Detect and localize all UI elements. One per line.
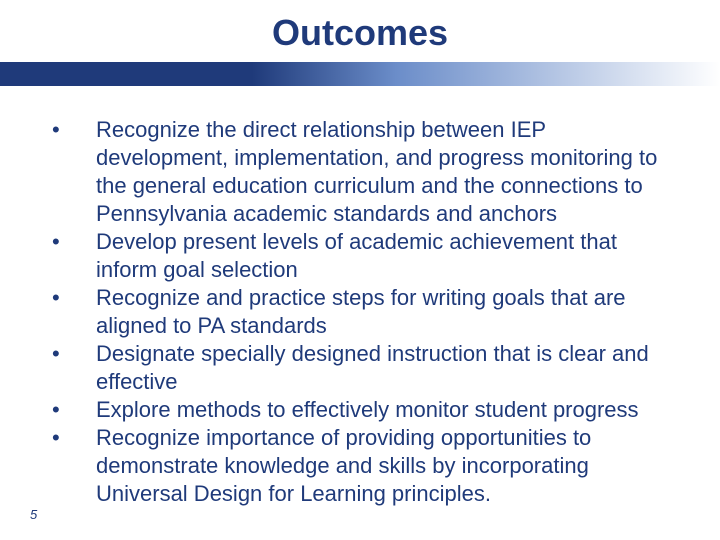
bullet-icon: • xyxy=(52,116,96,144)
list-item: • Designate specially designed instructi… xyxy=(52,340,668,396)
bullet-text: Explore methods to effectively monitor s… xyxy=(96,396,668,424)
bullet-list: • Recognize the direct relationship betw… xyxy=(52,116,668,508)
title-bar xyxy=(0,62,720,86)
list-item: • Develop present levels of academic ach… xyxy=(52,228,668,284)
bullet-icon: • xyxy=(52,424,96,452)
slide-title: Outcomes xyxy=(0,0,720,62)
list-item: • Explore methods to effectively monitor… xyxy=(52,396,668,424)
bullet-icon: • xyxy=(52,284,96,312)
slide-container: Outcomes • Recognize the direct relation… xyxy=(0,0,720,540)
bullet-icon: • xyxy=(52,228,96,256)
list-item: • Recognize and practice steps for writi… xyxy=(52,284,668,340)
list-item: • Recognize the direct relationship betw… xyxy=(52,116,668,228)
page-number: 5 xyxy=(30,507,37,522)
bullet-text: Recognize the direct relationship betwee… xyxy=(96,116,668,228)
bullet-text: Designate specially designed instruction… xyxy=(96,340,668,396)
list-item: • Recognize importance of providing oppo… xyxy=(52,424,668,508)
bullet-icon: • xyxy=(52,340,96,368)
bullet-text: Recognize and practice steps for writing… xyxy=(96,284,668,340)
content-area: • Recognize the direct relationship betw… xyxy=(0,86,720,508)
bullet-icon: • xyxy=(52,396,96,424)
bullet-text: Develop present levels of academic achie… xyxy=(96,228,668,284)
bullet-text: Recognize importance of providing opport… xyxy=(96,424,668,508)
